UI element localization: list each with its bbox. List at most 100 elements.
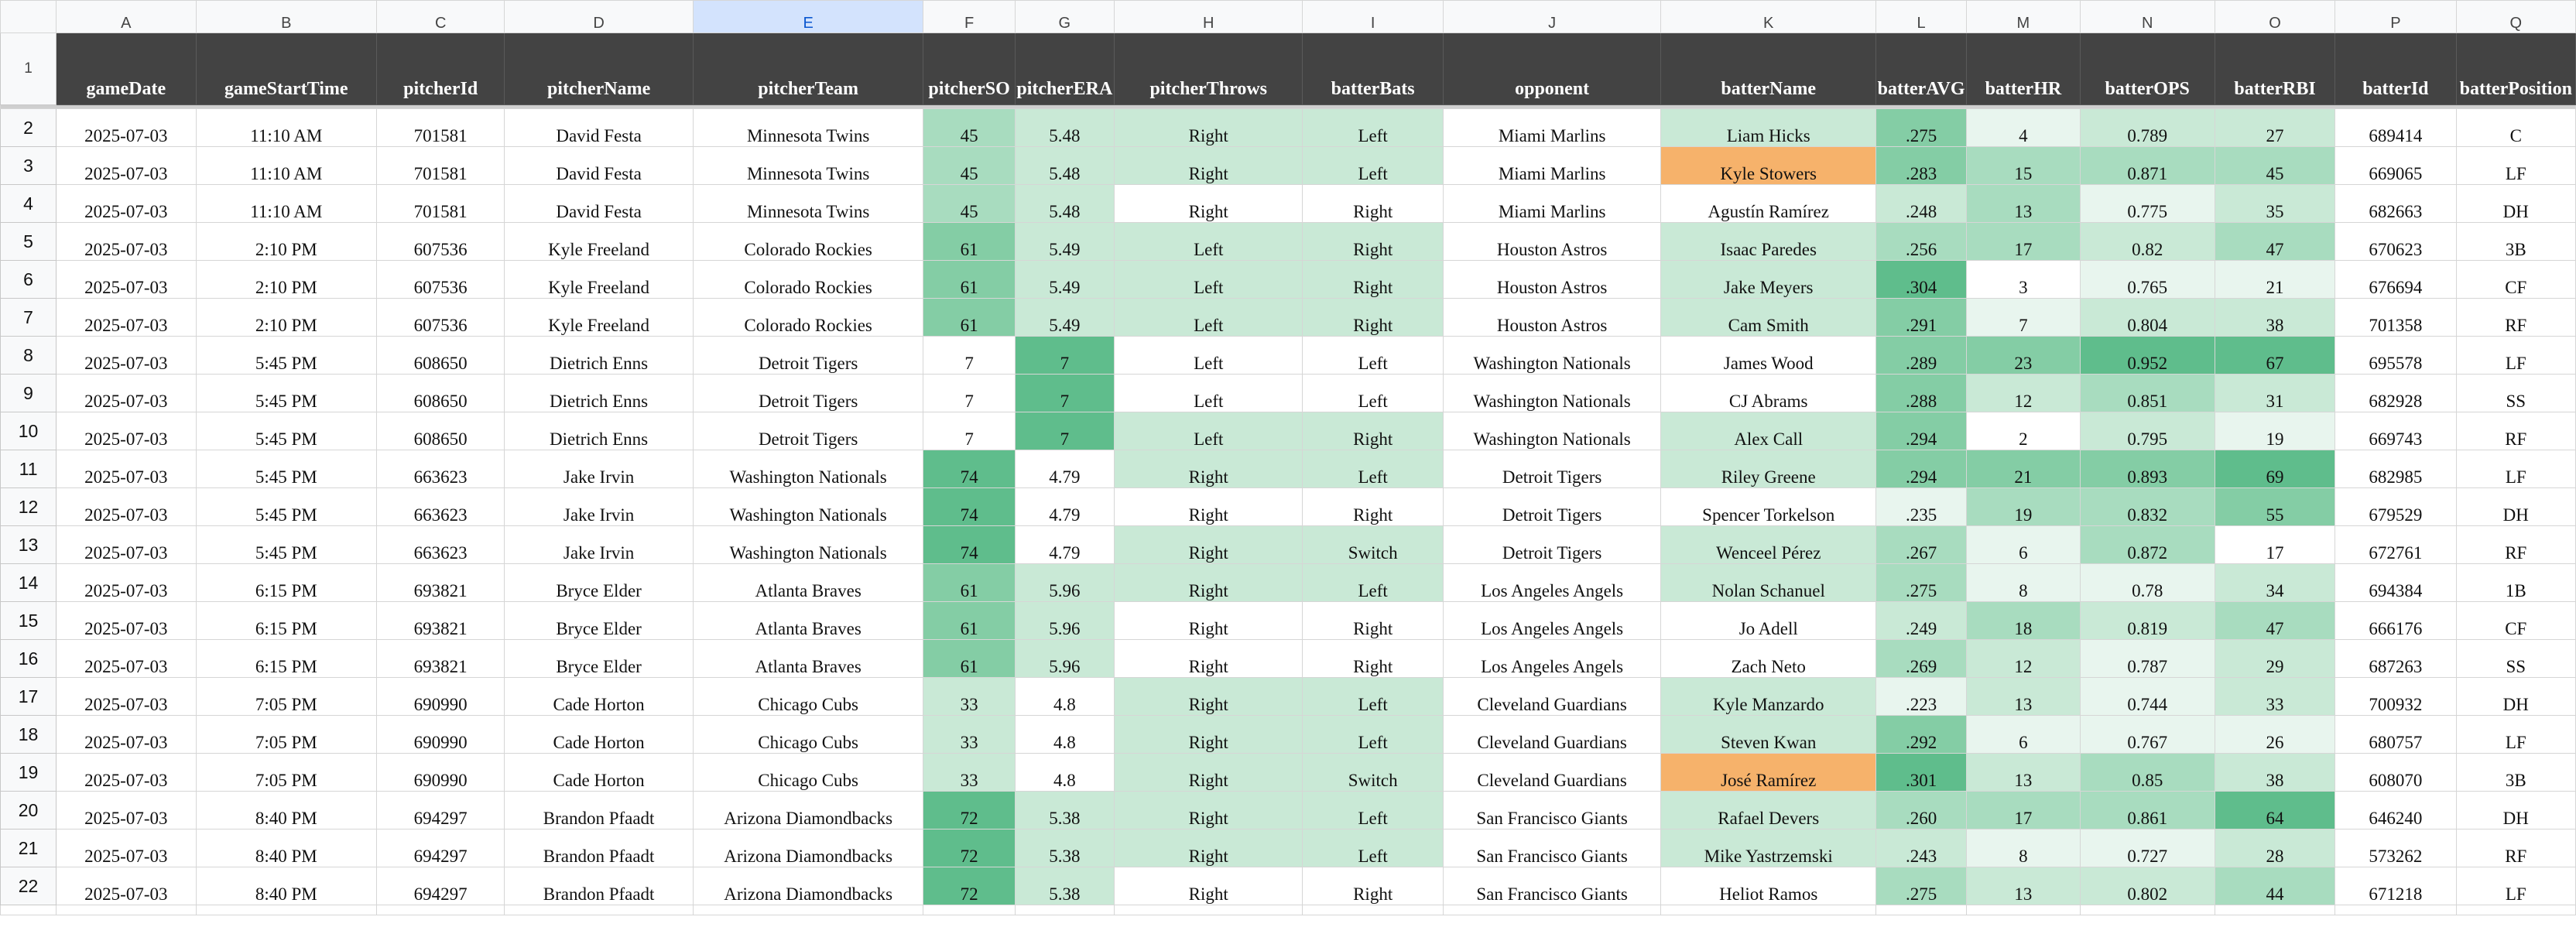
cell-batterhr[interactable]: 6: [1966, 525, 2081, 564]
cell-batteravg[interactable]: .301: [1875, 753, 1968, 792]
cell-battername[interactable]: Jake Meyers: [1660, 260, 1876, 299]
cell-batterid[interactable]: 669743: [2334, 412, 2457, 450]
cell-batteravg[interactable]: .294: [1875, 412, 1968, 450]
cell-gamedate[interactable]: 2025-07-03: [56, 867, 197, 905]
cell-batterops[interactable]: 0.85: [2079, 753, 2215, 792]
cell-battername[interactable]: Spencer Torkelson: [1660, 487, 1876, 526]
cell-battername[interactable]: Kyle Manzardo: [1660, 677, 1876, 716]
row-number[interactable]: 18: [0, 715, 57, 754]
cell-opponent[interactable]: Cleveland Guardians: [1442, 677, 1662, 716]
empty-cell[interactable]: [1966, 905, 2081, 915]
empty-cell[interactable]: [2455, 905, 2576, 915]
cell-pitcherteam[interactable]: Arizona Diamondbacks: [692, 791, 924, 830]
cell-batterops[interactable]: 0.744: [2079, 677, 2215, 716]
column-header-e[interactable]: E: [692, 0, 924, 33]
cell-pitcherthrows[interactable]: Right: [1113, 601, 1303, 640]
cell-pitchername[interactable]: Dietrich Enns: [504, 374, 694, 412]
cell-pitcherthrows[interactable]: Right: [1113, 867, 1303, 905]
cell-batteravg[interactable]: .243: [1875, 829, 1968, 867]
cell-batterhr[interactable]: 17: [1966, 222, 2081, 261]
row-number[interactable]: [0, 905, 57, 915]
cell-batterrbi[interactable]: 35: [2214, 184, 2336, 223]
cell-batterposition[interactable]: RF: [2455, 525, 2576, 564]
header-cell-pitchername[interactable]: pitcherName: [504, 32, 694, 105]
cell-gamestarttime[interactable]: 7:05 PM: [195, 677, 378, 716]
cell-batterrbi[interactable]: 45: [2214, 146, 2336, 185]
cell-pitcherid[interactable]: 663623: [375, 525, 505, 564]
cell-gamestarttime[interactable]: 7:05 PM: [195, 753, 378, 792]
cell-pitcherteam[interactable]: Colorado Rockies: [692, 222, 924, 261]
cell-batterbats[interactable]: Switch: [1302, 525, 1444, 564]
cell-gamedate[interactable]: 2025-07-03: [56, 412, 197, 450]
cell-batteravg[interactable]: .260: [1875, 791, 1968, 830]
cell-gamedate[interactable]: 2025-07-03: [56, 791, 197, 830]
cell-gamestarttime[interactable]: 2:10 PM: [195, 298, 378, 337]
cell-batterops[interactable]: 0.871: [2079, 146, 2215, 185]
cell-pitcherso[interactable]: 61: [923, 298, 1016, 337]
cell-batterbats[interactable]: Right: [1302, 412, 1444, 450]
cell-gamestarttime[interactable]: 6:15 PM: [195, 639, 378, 678]
column-header-c[interactable]: C: [375, 0, 505, 33]
cell-pitcherera[interactable]: 4.8: [1014, 715, 1115, 754]
cell-pitchername[interactable]: Cade Horton: [504, 677, 694, 716]
cell-batterbats[interactable]: Left: [1302, 829, 1444, 867]
column-header-k[interactable]: K: [1660, 0, 1876, 33]
cell-batterposition[interactable]: RF: [2455, 829, 2576, 867]
cell-batterid[interactable]: 694384: [2334, 563, 2457, 602]
cell-pitcherteam[interactable]: Chicago Cubs: [692, 715, 924, 754]
cell-pitcherera[interactable]: 5.38: [1014, 791, 1115, 830]
cell-gamedate[interactable]: 2025-07-03: [56, 260, 197, 299]
column-header-l[interactable]: L: [1875, 0, 1968, 33]
column-header-p[interactable]: P: [2334, 0, 2457, 33]
column-header-o[interactable]: O: [2214, 0, 2336, 33]
cell-pitcherid[interactable]: 694297: [375, 791, 505, 830]
cell-opponent[interactable]: Cleveland Guardians: [1442, 715, 1662, 754]
cell-gamedate[interactable]: 2025-07-03: [56, 753, 197, 792]
row-number[interactable]: 10: [0, 412, 57, 450]
row-number[interactable]: 21: [0, 829, 57, 867]
cell-pitcherteam[interactable]: Detroit Tigers: [692, 412, 924, 450]
header-cell-pitcherso[interactable]: pitcherSO: [923, 32, 1016, 105]
cell-batterid[interactable]: 682985: [2334, 450, 2457, 488]
row-number[interactable]: 9: [0, 374, 57, 412]
cell-pitcherso[interactable]: 7: [923, 374, 1016, 412]
cell-pitchername[interactable]: Jake Irvin: [504, 525, 694, 564]
cell-batterrbi[interactable]: 64: [2214, 791, 2336, 830]
cell-batteravg[interactable]: .267: [1875, 525, 1968, 564]
cell-gamestarttime[interactable]: 7:05 PM: [195, 715, 378, 754]
row-number[interactable]: 20: [0, 791, 57, 830]
column-header-d[interactable]: D: [504, 0, 694, 33]
cell-battername[interactable]: Liam Hicks: [1660, 108, 1876, 147]
cell-gamestarttime[interactable]: 5:45 PM: [195, 412, 378, 450]
empty-cell[interactable]: [195, 905, 378, 915]
cell-pitcherera[interactable]: 7: [1014, 336, 1115, 375]
cell-batterid[interactable]: 672761: [2334, 525, 2457, 564]
cell-batterrbi[interactable]: 21: [2214, 260, 2336, 299]
cell-pitcherteam[interactable]: Washington Nationals: [692, 525, 924, 564]
row-number[interactable]: 13: [0, 525, 57, 564]
header-cell-pitcherid[interactable]: pitcherId: [375, 32, 505, 105]
cell-battername[interactable]: Heliot Ramos: [1660, 867, 1876, 905]
row-number[interactable]: 7: [0, 298, 57, 337]
cell-pitcherso[interactable]: 7: [923, 412, 1016, 450]
column-header-b[interactable]: B: [195, 0, 378, 33]
cell-pitcherteam[interactable]: Atlanta Braves: [692, 639, 924, 678]
column-header-h[interactable]: H: [1113, 0, 1303, 33]
cell-batteravg[interactable]: .283: [1875, 146, 1968, 185]
cell-pitcherthrows[interactable]: Right: [1113, 829, 1303, 867]
cell-gamestarttime[interactable]: 8:40 PM: [195, 791, 378, 830]
cell-pitcherthrows[interactable]: Right: [1113, 677, 1303, 716]
cell-pitcherso[interactable]: 74: [923, 525, 1016, 564]
cell-batterid[interactable]: 573262: [2334, 829, 2457, 867]
header-cell-batterid[interactable]: batterId: [2334, 32, 2457, 105]
cell-pitcherera[interactable]: 5.49: [1014, 222, 1115, 261]
header-cell-batterrbi[interactable]: batterRBI: [2214, 32, 2336, 105]
cell-batteravg[interactable]: .275: [1875, 867, 1968, 905]
cell-batterposition[interactable]: RF: [2455, 412, 2576, 450]
cell-batterposition[interactable]: LF: [2455, 450, 2576, 488]
row-number[interactable]: 2: [0, 108, 57, 147]
cell-batterposition[interactable]: DH: [2455, 677, 2576, 716]
cell-batterbats[interactable]: Left: [1302, 563, 1444, 602]
cell-opponent[interactable]: Washington Nationals: [1442, 412, 1662, 450]
cell-batterposition[interactable]: LF: [2455, 336, 2576, 375]
